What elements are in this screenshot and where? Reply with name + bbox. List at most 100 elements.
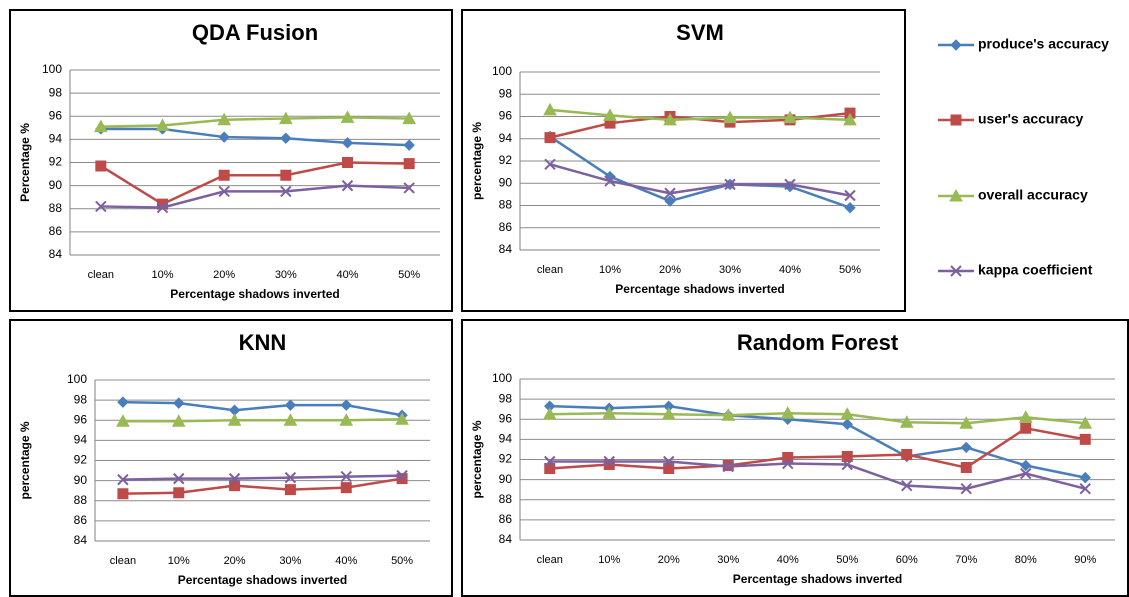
data-point xyxy=(1020,422,1032,434)
data-point xyxy=(844,202,856,214)
series-line xyxy=(549,135,851,209)
data-point xyxy=(1020,467,1032,480)
y-tick-label: 88 xyxy=(499,492,513,506)
x-tick-label: 10% xyxy=(168,555,190,567)
data-point xyxy=(723,110,737,124)
x-tick-label: 50% xyxy=(391,555,413,567)
data-point xyxy=(844,189,856,202)
data-point xyxy=(664,187,676,199)
data-point xyxy=(783,110,797,124)
data-point xyxy=(340,482,352,494)
data-point xyxy=(782,457,794,470)
data-point xyxy=(604,175,616,187)
data-point xyxy=(960,462,972,474)
x-tick-label: clean xyxy=(110,555,136,567)
x-tick-label: 50% xyxy=(839,264,861,276)
y-axis-title: Percentage % xyxy=(18,123,32,202)
y-tick-label: 88 xyxy=(49,201,63,215)
series-line xyxy=(122,400,403,417)
x-tick-label: clean xyxy=(88,269,114,281)
data-point xyxy=(227,413,242,426)
data-point xyxy=(403,139,415,151)
y-tick-label: 86 xyxy=(74,513,88,527)
data-point xyxy=(1018,410,1033,423)
x-axis-title: Percentage shadows inverted xyxy=(615,282,784,296)
y-tick-label: 98 xyxy=(74,392,88,406)
x-axis-title: Percentage shadows inverted xyxy=(178,573,347,587)
y-tick-label: 84 xyxy=(499,242,513,256)
data-point xyxy=(280,169,292,181)
data-point xyxy=(340,399,352,411)
data-point xyxy=(284,399,297,411)
data-point xyxy=(95,160,107,172)
x-tick-label: 30% xyxy=(719,264,741,276)
x-tick-label: 40% xyxy=(777,554,799,566)
series-line xyxy=(549,411,1086,425)
data-point xyxy=(959,416,974,429)
data-point xyxy=(663,112,677,126)
data-point xyxy=(339,413,354,426)
x-tick-label: 30% xyxy=(717,554,739,566)
x-tick-label: 10% xyxy=(599,264,621,276)
data-point xyxy=(340,470,352,483)
x-tick-label: 10% xyxy=(151,269,173,281)
y-tick-label: 98 xyxy=(49,85,63,99)
y-axis-title: percentage % xyxy=(470,122,484,200)
data-point xyxy=(218,131,230,143)
legend-marker xyxy=(950,265,962,277)
x-tick-label: 10% xyxy=(598,554,620,566)
y-tick-label: 86 xyxy=(499,220,513,234)
series-line xyxy=(122,417,403,423)
y-tick-label: 90 xyxy=(499,175,513,189)
data-point xyxy=(342,157,353,168)
data-point xyxy=(901,479,913,492)
y-tick-label: 98 xyxy=(499,86,513,100)
series-line xyxy=(100,161,410,206)
data-point xyxy=(228,472,241,485)
x-tick-label: clean xyxy=(537,554,563,566)
y-tick-label: 88 xyxy=(74,493,88,507)
data-point xyxy=(402,111,417,125)
chart-title: KNN xyxy=(239,330,287,355)
series-line xyxy=(549,426,1086,470)
data-point xyxy=(1079,471,1091,484)
data-point xyxy=(155,118,170,131)
data-point xyxy=(542,407,557,420)
x-axis-title: Percentage shadows inverted xyxy=(733,572,902,586)
data-point xyxy=(841,450,853,462)
x-tick-label: 40% xyxy=(779,264,801,276)
data-point xyxy=(278,111,293,125)
x-tick-label: 20% xyxy=(659,264,681,276)
data-point xyxy=(1078,416,1093,429)
data-point xyxy=(156,201,169,214)
x-tick-label: clean xyxy=(537,264,563,276)
data-point xyxy=(280,132,292,144)
data-point xyxy=(395,412,409,425)
series-line xyxy=(122,474,403,481)
x-tick-label: 30% xyxy=(279,555,301,567)
data-point xyxy=(960,441,972,454)
legend-marker xyxy=(949,188,963,202)
data-point xyxy=(664,195,676,207)
y-tick-label: 88 xyxy=(499,198,513,212)
data-point xyxy=(840,407,855,420)
data-point xyxy=(603,455,615,468)
data-point xyxy=(218,185,230,198)
legend-marker xyxy=(950,39,962,51)
series-line xyxy=(100,116,410,128)
y-axis-title: percentage % xyxy=(470,420,484,498)
y-tick-label: 94 xyxy=(74,433,88,447)
series-line xyxy=(549,163,851,197)
x-tick-label: 40% xyxy=(335,555,357,567)
legend-marker xyxy=(950,114,962,126)
series-line xyxy=(549,460,1086,490)
x-tick-label: 60% xyxy=(896,554,918,566)
data-point xyxy=(901,448,913,460)
x-tick-label: 80% xyxy=(1015,554,1037,566)
chart-title: Random Forest xyxy=(737,330,899,355)
data-point xyxy=(1079,482,1091,495)
series-line xyxy=(100,127,410,147)
data-point xyxy=(117,473,129,486)
chart-title: SVM xyxy=(676,20,724,45)
series-line xyxy=(100,184,410,209)
